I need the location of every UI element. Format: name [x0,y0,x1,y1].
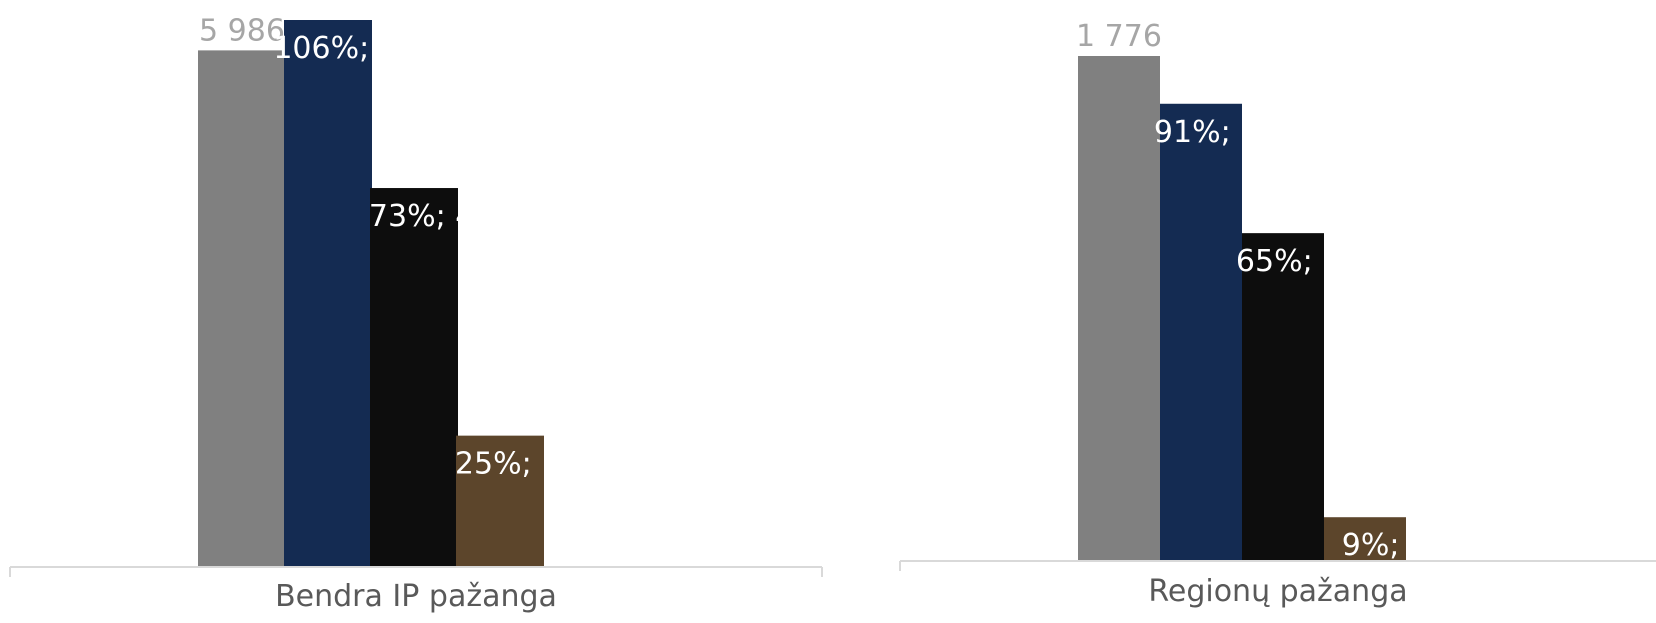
data-label-1-3: 9%; 154 [1342,528,1467,563]
bar-0-2 [370,188,458,567]
bar-1-2 [1242,233,1324,562]
bar-0-0 [198,50,286,568]
category-label-0: Bendra IP pažanga [275,579,557,614]
bar-0-1 [284,20,372,567]
bar-1-3 [1324,517,1406,561]
data-label-0-2: 73%; 4 391 [369,199,541,234]
bar-1-0 [1078,56,1160,561]
data-label-0-3: 25%; 1 522 [455,447,627,482]
category-label-1: Regionų pažanga [1148,574,1407,609]
data-label-1-1: 91%; 1 608 [1154,115,1326,150]
chart-regionu-pazanga: 1 776 91%; 1 608 65%; 1 153 9%; 154 Regionų … [899,19,1656,609]
bar-0-3 [456,435,544,567]
data-label-1-0: 1 776 [1076,19,1162,54]
bar-1-1 [1160,103,1242,562]
data-label-0-1: 106%; 6 338 [273,31,464,66]
data-label-0-0: 5 986 [199,13,285,48]
data-label-1-2: 65%; 1 153 [1236,244,1408,279]
